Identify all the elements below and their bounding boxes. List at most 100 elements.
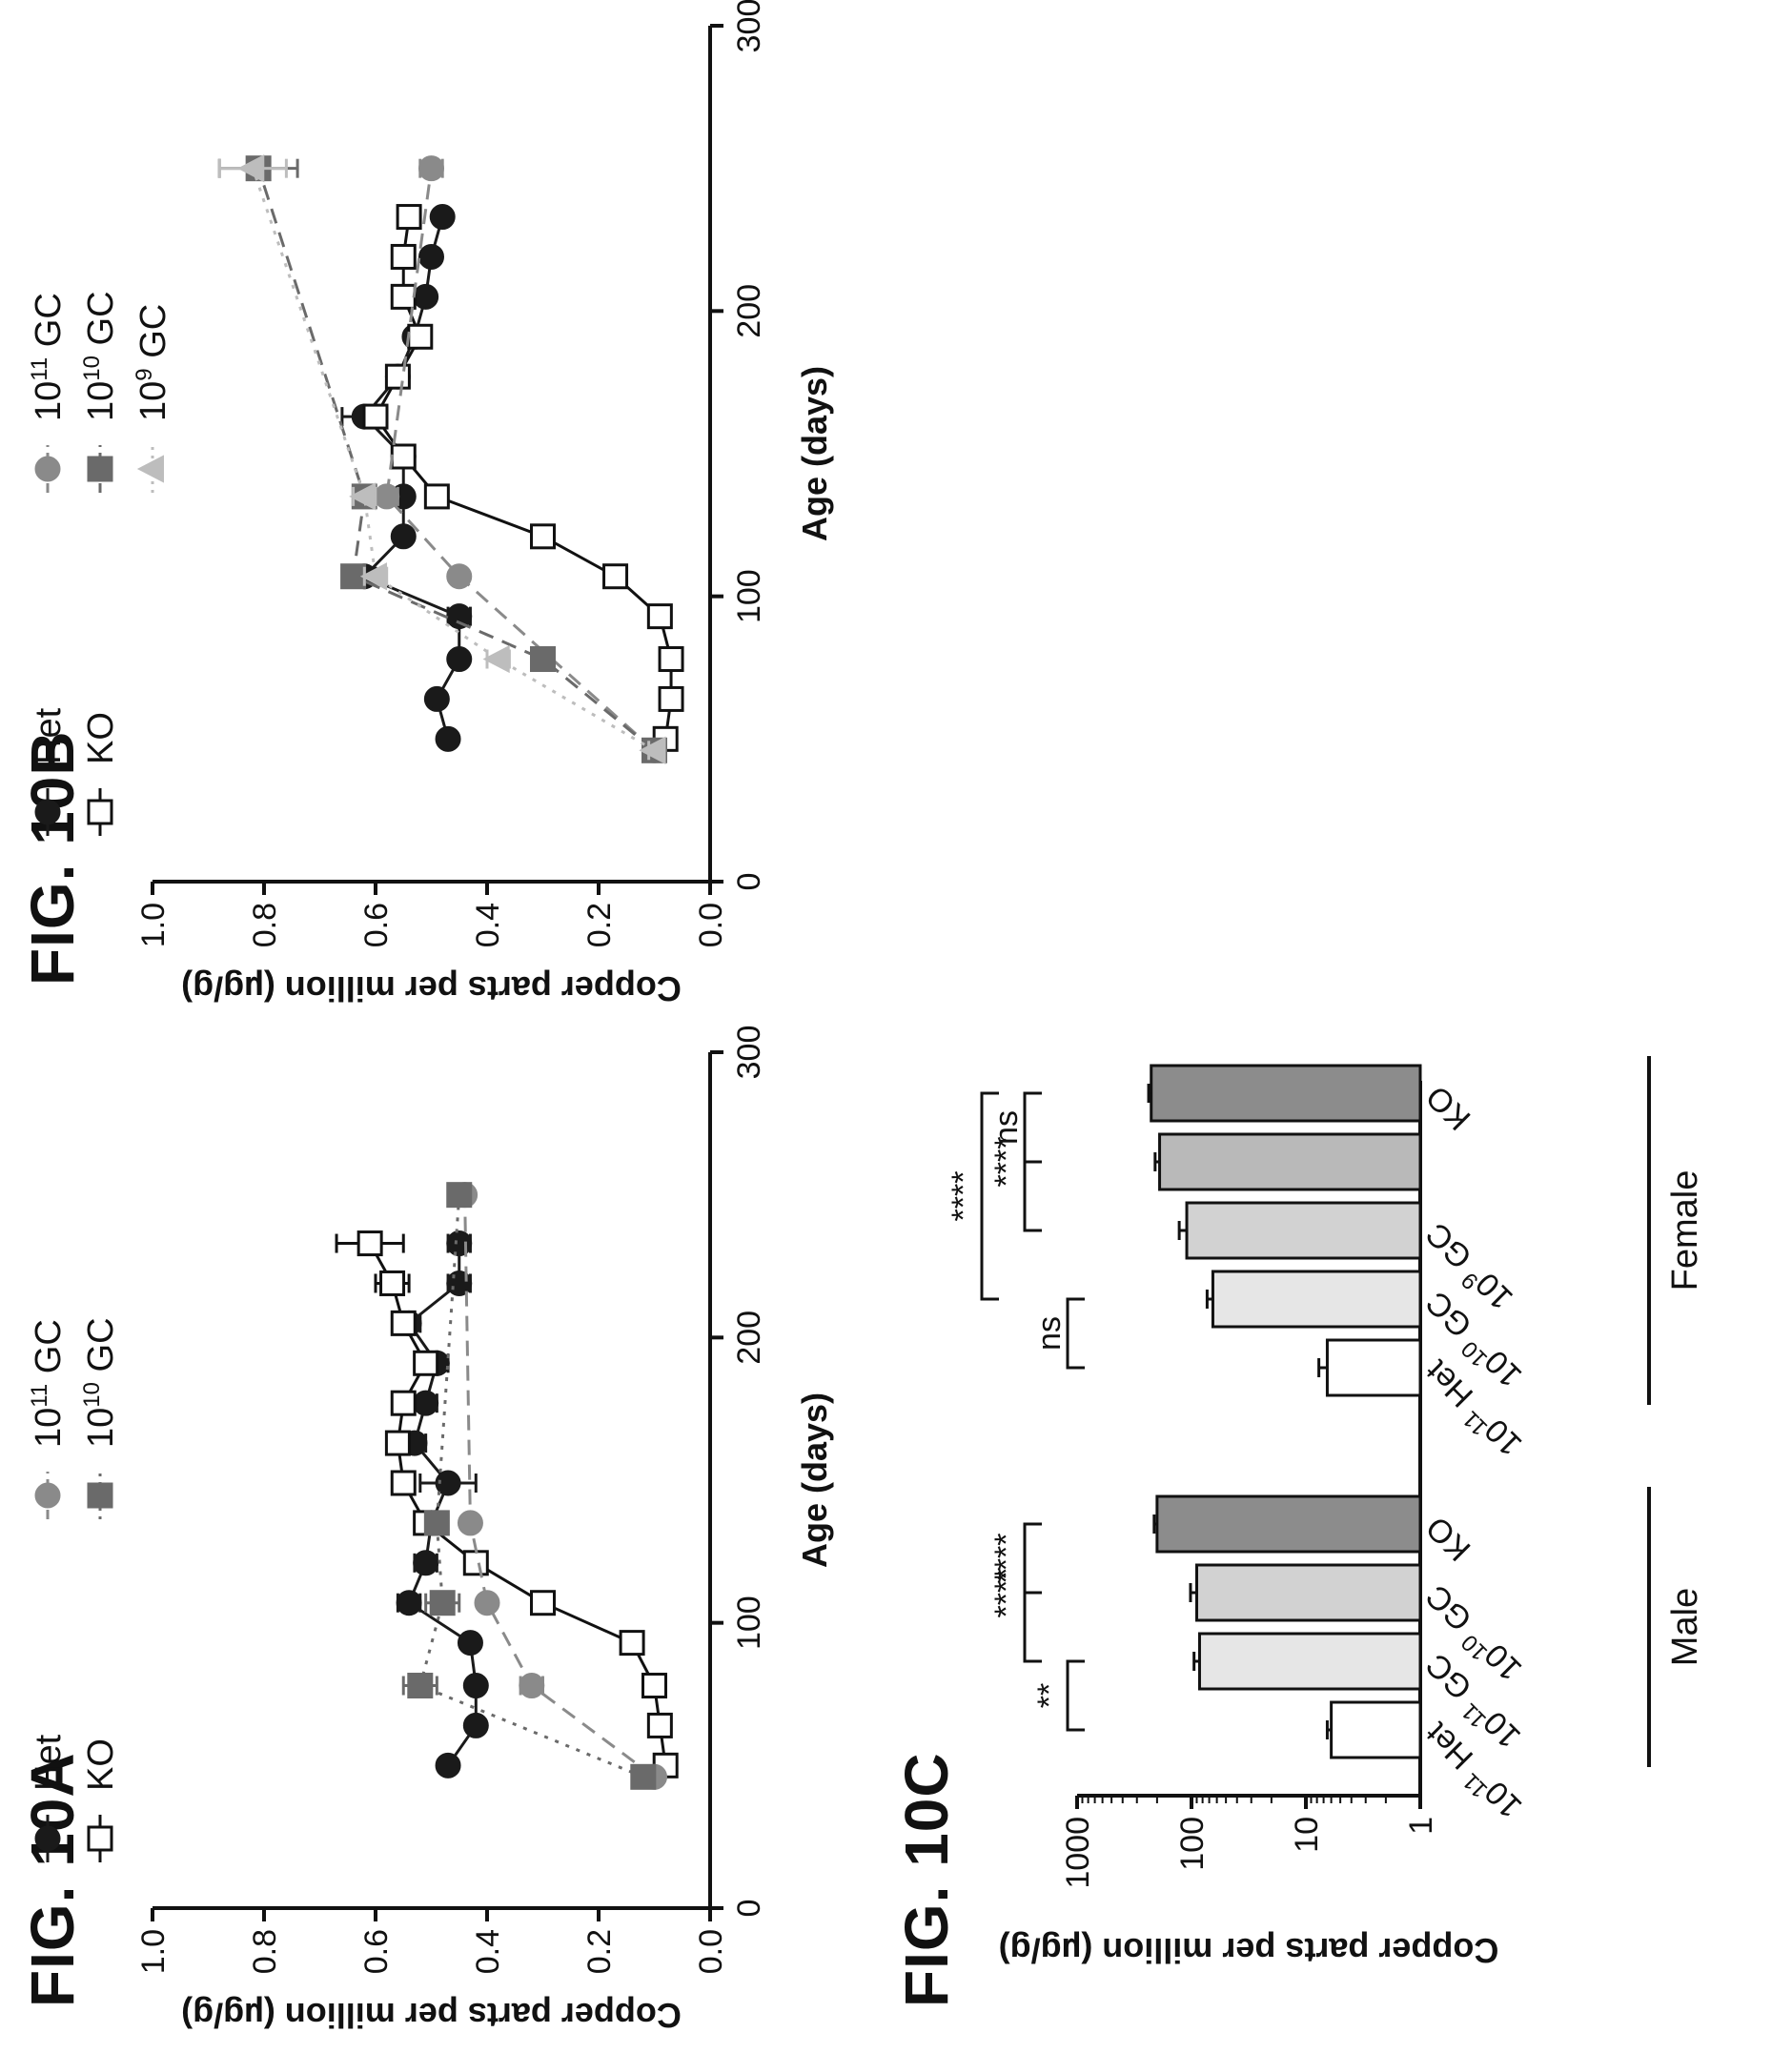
series-g10 [217,155,667,763]
y-tick-label: 0.0 [693,903,729,947]
data-point-ko [658,646,684,673]
bar [1197,1632,1422,1691]
data-point-ko [423,483,450,510]
legend-label-g10-suffix: GC [81,1317,121,1382]
data-point-ko [390,1390,417,1416]
data-point-g11 [457,1510,483,1536]
legend-marker-g9 [136,455,164,483]
x-tick-label: 100 [731,1596,767,1650]
x-tick-label: 300 [731,0,767,52]
legend-marker-het [34,799,61,825]
significance-bracket: ** [1031,1659,1085,1732]
y-tick-label: 100 [1174,1817,1211,1871]
bar [1150,1064,1422,1123]
figure-10b-line-chart: 0.0 0.2 0.4 0.6 0.8 1.0 0 100 200 300 Age (days) Co… [27,0,834,1008]
data-point-het [418,243,444,270]
y-tick-label: 0.8 [247,1929,283,1974]
series-ko [362,204,684,752]
y-tick-label: 1.0 [135,1929,172,1974]
data-point-het [429,204,456,231]
data-point-ko [413,1350,439,1376]
group-label: Male [1665,1588,1705,1666]
bar [1194,1563,1422,1622]
data-point-het [457,1630,483,1657]
plot-area: 1 10 100 1000 Copper parts per million (µg/g… [946,1056,1705,1970]
data-point-g10 [446,1182,473,1209]
legend-marker-ko [87,799,113,825]
significance-line [980,1091,999,1301]
data-point-ko [390,283,417,310]
data-point-ko [384,363,411,390]
bar [1330,1700,1422,1759]
data-point-het [396,1590,422,1616]
data-point-het [435,1470,461,1496]
data-point-g10 [423,1510,450,1536]
data-point-g9 [359,562,387,591]
significance-label: **** [988,1568,1025,1618]
data-point-het [446,603,473,630]
x-tick-label: 300 [731,1026,767,1080]
legend-label-g11-base: 10 [29,1408,69,1448]
data-point-het [413,1550,439,1576]
bar [1185,1201,1422,1260]
legend-marker-ko [87,1825,113,1852]
figure-10a-line-chart: 0.0 0.2 0.4 0.6 0.8 1.0 0 100 200 300 Age (days) Co… [27,1026,834,2035]
data-point-het [423,685,450,712]
figure-10c-bar-chart: 1 10 100 1000 Copper parts per million (µg/g… [946,1056,1705,1970]
x-tick-label: 100 [731,569,767,623]
significance-line [1023,1091,1042,1164]
significance-line [1023,1522,1042,1595]
data-point-g11 [474,1590,500,1616]
y-axis-title: Copper parts per million (µg/g) [181,969,682,1008]
legend-label-g11: 1011 GC [27,1319,69,1448]
significance-line [1066,1297,1085,1370]
bar [1158,1132,1422,1191]
data-point-ko [384,1430,411,1456]
y-tick-label: 0.2 [581,1929,618,1974]
significance-label: ns [1031,1316,1068,1351]
data-point-het [413,1390,439,1416]
x-tick-label: 0 [731,873,767,891]
series-ko [335,1230,679,1779]
legend-marker-g11 [34,456,61,482]
legend-label-g10-base: 10 [81,1408,121,1448]
data-point-ko [362,403,389,430]
x-axis-title: Age (days) [795,366,834,541]
data-point-g10 [530,646,556,673]
significance-label: ** [1031,1683,1068,1708]
y-tick-label: 1000 [1060,1817,1096,1889]
bar-label: KO [1419,1509,1478,1568]
data-point-g10 [429,1590,456,1616]
legend-label-g10-sup: 10 [79,356,105,381]
data-point-g10 [630,1763,657,1790]
data-point-ko [379,1270,406,1296]
x-tick-label: 0 [731,1900,767,1918]
data-point-ko [658,685,684,712]
x-tick-label: 200 [731,284,767,338]
y-tick-label: 0.2 [581,903,618,947]
legend-label-g10-sup: 10 [79,1382,105,1408]
group-label: Female [1665,1170,1705,1291]
data-point-g9 [349,482,377,511]
significance-label: **** [946,1171,982,1222]
y-tick-label: 0.6 [358,903,395,947]
bar [1325,1338,1422,1397]
data-point-ko [462,1550,489,1576]
legend-label-het: Het [29,707,69,764]
significance-bracket: **** [988,1522,1042,1595]
legend-label-g10-base: 10 [81,381,121,421]
bar-label: KO [1419,1078,1478,1137]
data-point-het [435,1752,461,1779]
data-point-het [462,1712,489,1738]
legend-marker-g11 [34,1482,61,1509]
legend-label-g10: 1010 GC [79,291,121,421]
legend-label-het: Het [29,1734,69,1791]
x-tick-label: 200 [731,1311,767,1365]
y-tick-label: 1.0 [135,903,172,947]
legend-label-ko: KO [81,712,121,764]
data-point-ko [530,523,556,550]
series-line-g10 [418,1194,644,1779]
legend-marker-g10 [87,1482,113,1509]
